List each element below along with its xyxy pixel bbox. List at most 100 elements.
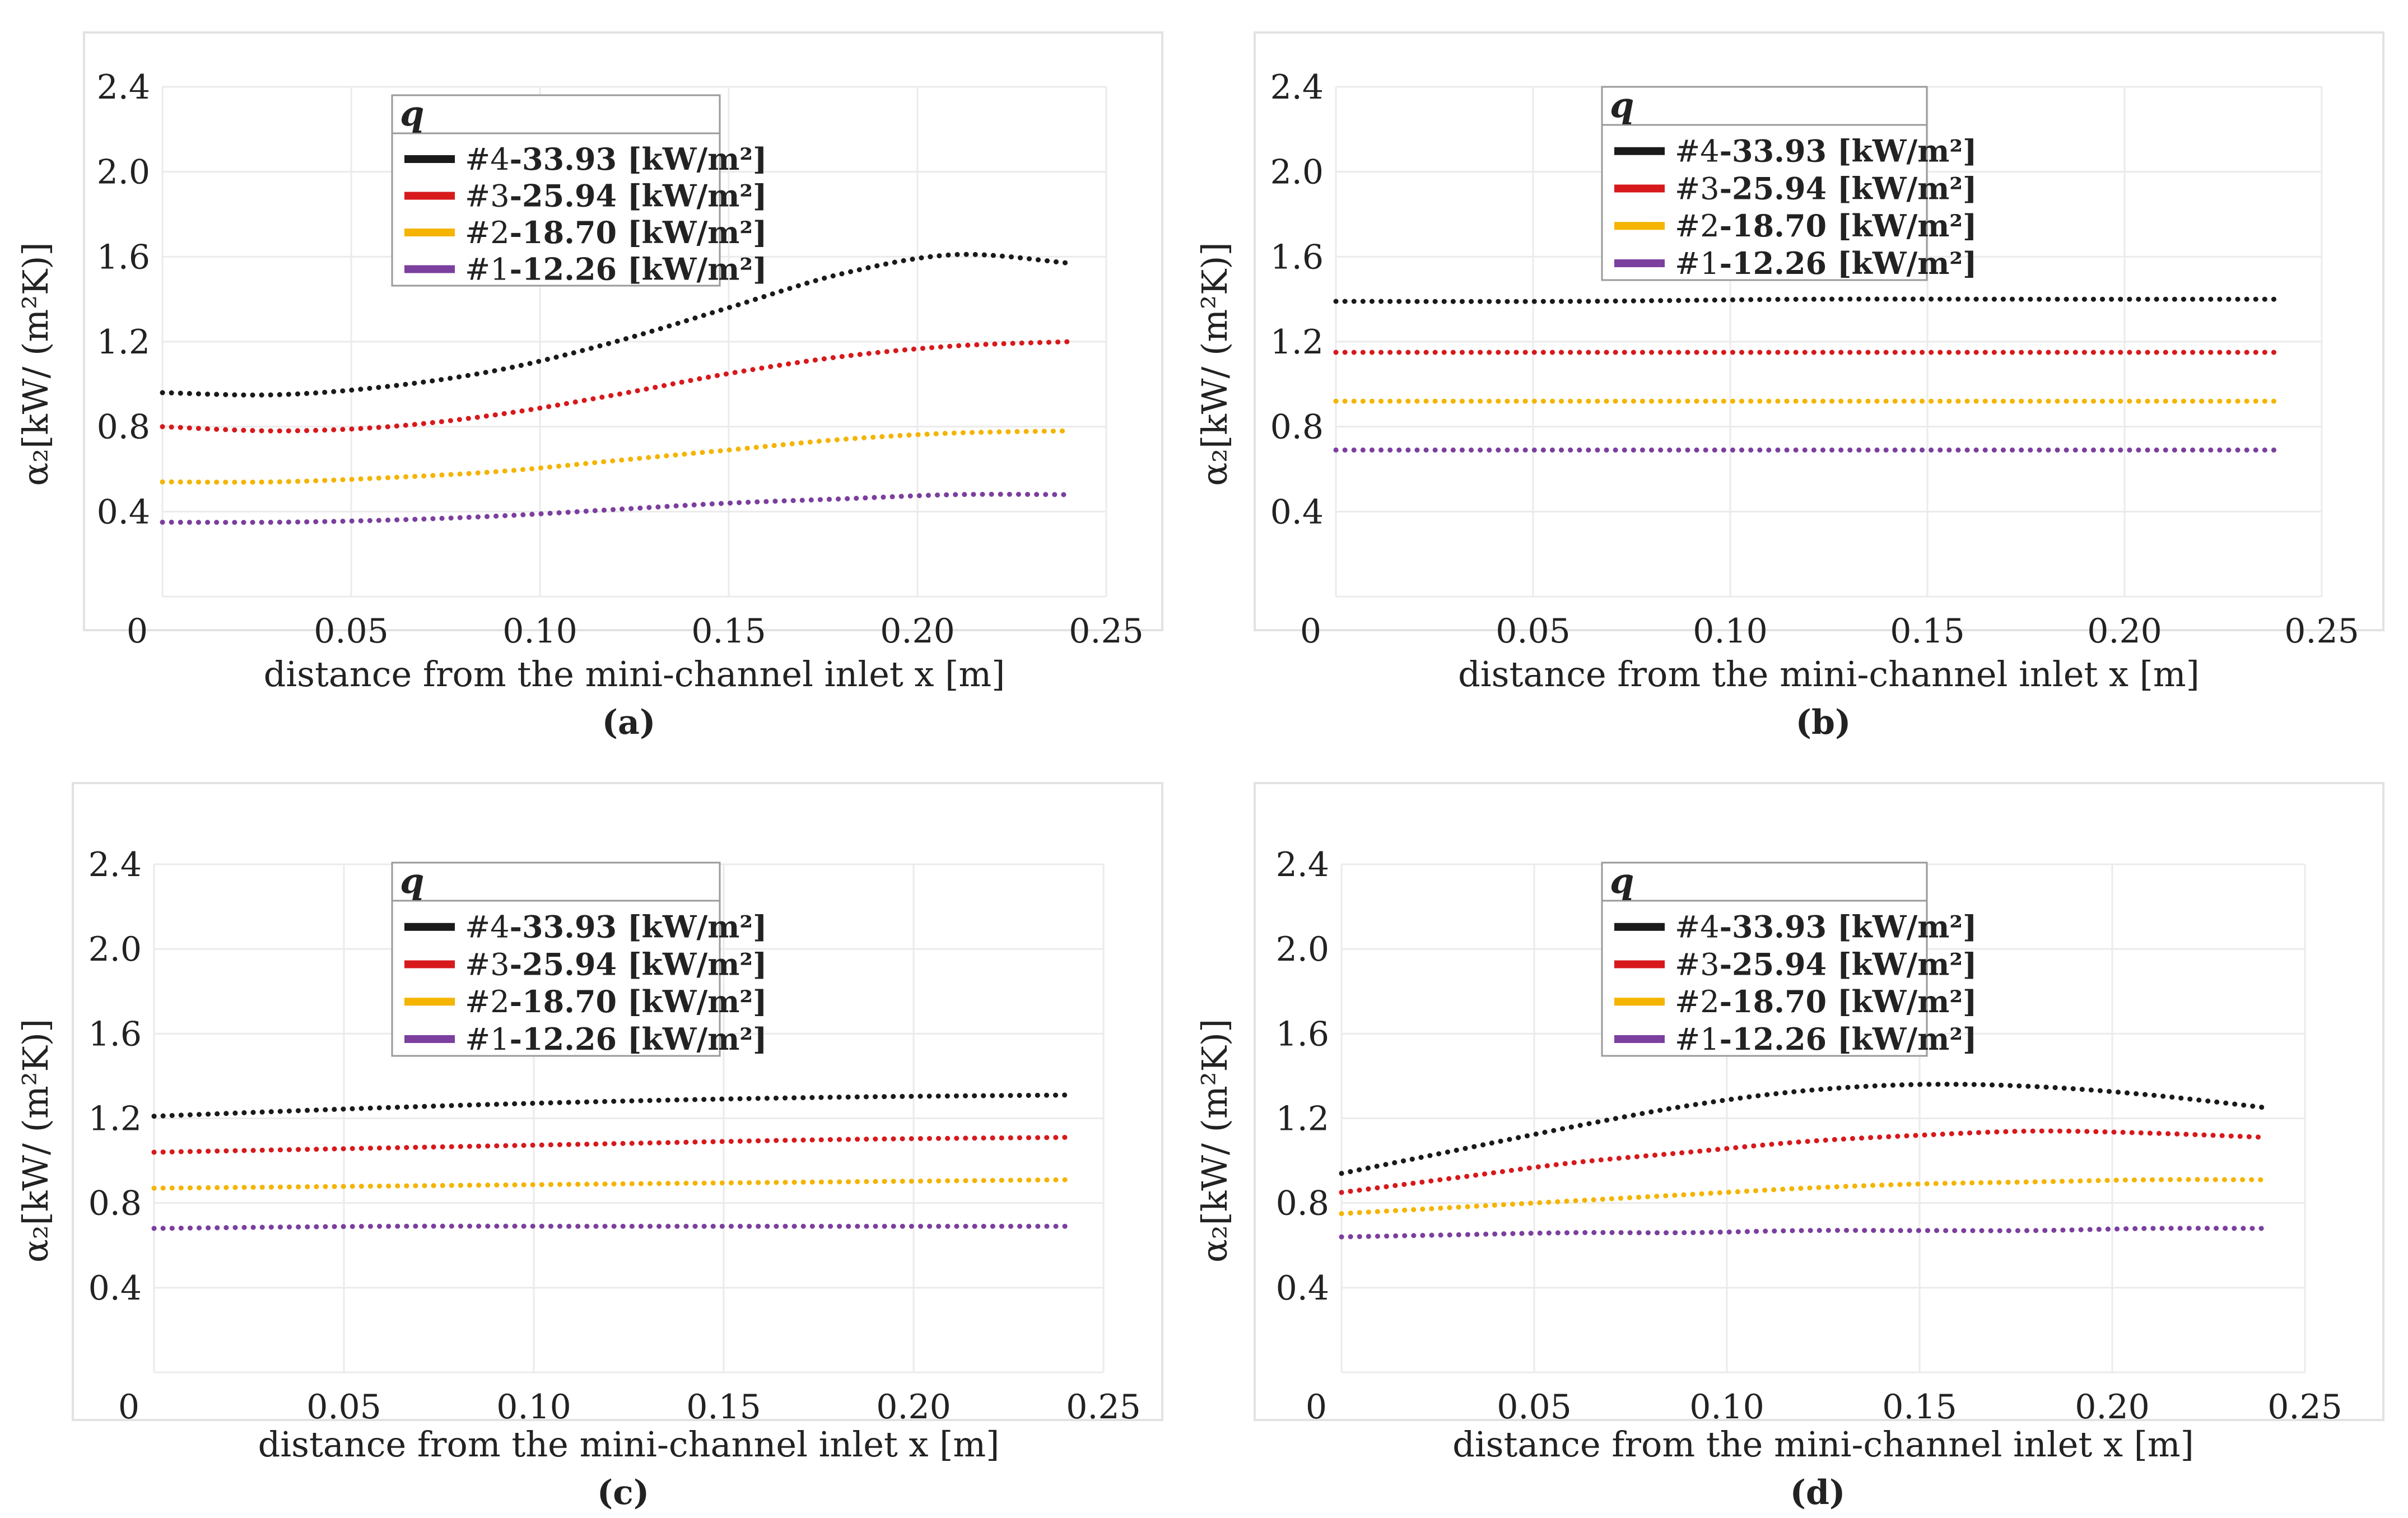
- y-tick-label: 2.4: [97, 68, 150, 107]
- y-tick-label: 2.4: [1276, 845, 1329, 884]
- legend-entry-value: -33.93 [kW/m²]: [1720, 909, 1977, 945]
- y-tick-label: 0.8: [89, 1184, 142, 1223]
- y-axis-label: α₂[kW/ (m²K)]: [15, 242, 56, 486]
- legend-entry: #1-12.26 [kW/m²]: [1675, 1021, 1977, 1057]
- y-tick-label: 1.2: [89, 1100, 142, 1139]
- x-axis-label: distance from the mini-channel inlet x […: [1458, 654, 2200, 695]
- legend-entry-id: #1: [465, 1022, 510, 1057]
- y-tick-label: 1.2: [1276, 1100, 1329, 1139]
- legend-entry: #4-33.93 [kW/m²]: [465, 141, 767, 177]
- y-tick-label: 2.4: [89, 845, 142, 884]
- legend-entry-id: #2: [465, 984, 510, 1019]
- legend-entry-id: #4: [1675, 910, 1720, 945]
- y-tick-label: 0.8: [97, 408, 150, 447]
- y-tick-label: 2.0: [1270, 153, 1324, 192]
- legend-entry-value: -12.26 [kW/m²]: [510, 252, 767, 287]
- legend-box: [391, 94, 721, 287]
- x-tick-label: 0: [1306, 1387, 1327, 1427]
- legend-entry-value: -25.94 [kW/m²]: [510, 946, 767, 982]
- legend-entry-value: -12.26 [kW/m²]: [1720, 1021, 1977, 1057]
- x-axis-label: distance from the mini-channel inlet x […: [264, 654, 1005, 695]
- legend-entry: #3-25.94 [kW/m²]: [1675, 170, 1977, 206]
- legend-entry-id: #2: [1675, 208, 1720, 244]
- legend-entry-id: #1: [465, 252, 510, 287]
- x-tick-label: 0.05: [1496, 612, 1571, 651]
- x-tick-label: 0.20: [2075, 1387, 2150, 1427]
- series-line-4: [160, 491, 1072, 525]
- x-tick-label: 0.25: [2284, 612, 2359, 651]
- y-tick-label: 1.6: [1276, 1014, 1329, 1054]
- series-line-2: [1339, 1128, 2269, 1195]
- y-tick-label: 0.4: [97, 492, 150, 532]
- grid: [161, 86, 1107, 598]
- y-tick-label: 1.2: [1270, 323, 1324, 362]
- legend-entry-value: -12.26 [kW/m²]: [510, 1021, 767, 1057]
- legend: q #4-33.93 [kW/m²]#3-25.94 [kW/m²]#2-18.7…: [1601, 85, 1977, 281]
- y-tick-label: 2.0: [89, 930, 142, 969]
- x-tick-label: 0: [1300, 612, 1321, 651]
- legend-entry-id: #2: [1675, 984, 1720, 1019]
- chart-panel-d: 0.4 0.8 1.2 1.6 2.0 2.4 0 0.05 0.10 0.15 0.20 0.25 d…: [1194, 782, 2384, 1512]
- x-tick-label: 0.10: [502, 612, 577, 651]
- legend-entry-value: -25.94 [kW/m²]: [1720, 170, 1977, 206]
- y-tick-label: 0.4: [1270, 492, 1324, 532]
- x-tick-label: 0.15: [686, 1387, 761, 1427]
- legend-entry-value: -33.93 [kW/m²]: [510, 909, 767, 945]
- series-line-3: [160, 428, 1072, 485]
- series-line-1: [160, 252, 1072, 398]
- x-axis-label: distance from the mini-channel inlet x […: [1452, 1424, 2194, 1465]
- legend-entry: #2-18.70 [kW/m²]: [1675, 984, 1977, 1019]
- y-tick-label: 2.0: [1276, 930, 1329, 969]
- legend-title: q: [400, 93, 424, 134]
- x-tick-label: 0.20: [876, 1387, 951, 1427]
- series-line-1: [1339, 1082, 2269, 1176]
- legend-entry: #1-12.26 [kW/m²]: [465, 1021, 767, 1057]
- x-tick-label: 0.25: [1066, 1387, 1141, 1427]
- legend-entry-value: -18.70 [kW/m²]: [510, 215, 767, 250]
- series-line-2: [151, 1135, 1068, 1155]
- legend-entry: #2-18.70 [kW/m²]: [465, 984, 767, 1019]
- series-line-4: [1339, 1226, 2269, 1240]
- legend-entry-value: -33.93 [kW/m²]: [1720, 133, 1977, 169]
- chart-panel-b: 0.4 0.8 1.2 1.6 2.0 2.4 0 0.05 0.10 0.15 0.20 0.25 d…: [1194, 31, 2384, 742]
- y-tick-label: 2.4: [1270, 68, 1324, 107]
- panel-caption: (c): [597, 1473, 649, 1512]
- legend-entry: #1-12.26 [kW/m²]: [1675, 245, 1977, 281]
- chart-panel-c: 0.4 0.8 1.2 1.6 2.0 2.4 0 0.05 0.10 0.15 0.20 0.25 d…: [15, 782, 1163, 1512]
- legend-entry-id: #4: [1675, 134, 1720, 169]
- legend-entry-id: #4: [465, 910, 510, 945]
- x-tick-label: 0.10: [1693, 612, 1768, 651]
- legend-entry: #2-18.70 [kW/m²]: [465, 215, 767, 250]
- series-line-2: [160, 339, 1072, 434]
- y-tick-label: 0.8: [1270, 408, 1324, 447]
- legend-box: [391, 862, 721, 1057]
- legend-entry: #4-33.93 [kW/m²]: [1675, 133, 1977, 169]
- panel-caption: (d): [1790, 1473, 1846, 1512]
- series-line-3: [1339, 1177, 2269, 1217]
- legend-entry-id: #3: [465, 179, 510, 214]
- panel-caption: (a): [602, 703, 656, 742]
- x-tick-label: 0.05: [1497, 1387, 1572, 1427]
- x-tick-label: 0.20: [2087, 612, 2162, 651]
- legend-entry-id: #3: [1675, 947, 1720, 982]
- y-axis-label: α₂[kW/ (m²K)]: [15, 1019, 56, 1263]
- x-tick-label: 0.05: [306, 1387, 381, 1427]
- y-tick-label: 2.0: [97, 153, 150, 192]
- y-axis-label: α₂[kW/ (m²K)]: [1194, 1019, 1235, 1263]
- legend-entry: #4-33.93 [kW/m²]: [465, 909, 767, 945]
- x-tick-label: 0.10: [496, 1387, 571, 1427]
- x-tick-label: 0.05: [314, 612, 389, 651]
- series-line-1: [151, 1092, 1068, 1119]
- legend-title: q: [1610, 860, 1634, 901]
- legend-entry: #1-12.26 [kW/m²]: [465, 252, 767, 287]
- y-tick-label: 1.6: [97, 238, 150, 277]
- x-tick-label: 0.20: [880, 612, 955, 651]
- legend-entry-value: -25.94 [kW/m²]: [1720, 946, 1977, 982]
- x-axis-label: distance from the mini-channel inlet x […: [258, 1424, 1000, 1465]
- y-tick-label: 0.4: [89, 1269, 142, 1308]
- legend-entry: #4-33.93 [kW/m²]: [1675, 909, 1977, 945]
- legend-entry-value: -18.70 [kW/m²]: [1720, 984, 1977, 1019]
- x-tick-label: 0.15: [1882, 1387, 1957, 1427]
